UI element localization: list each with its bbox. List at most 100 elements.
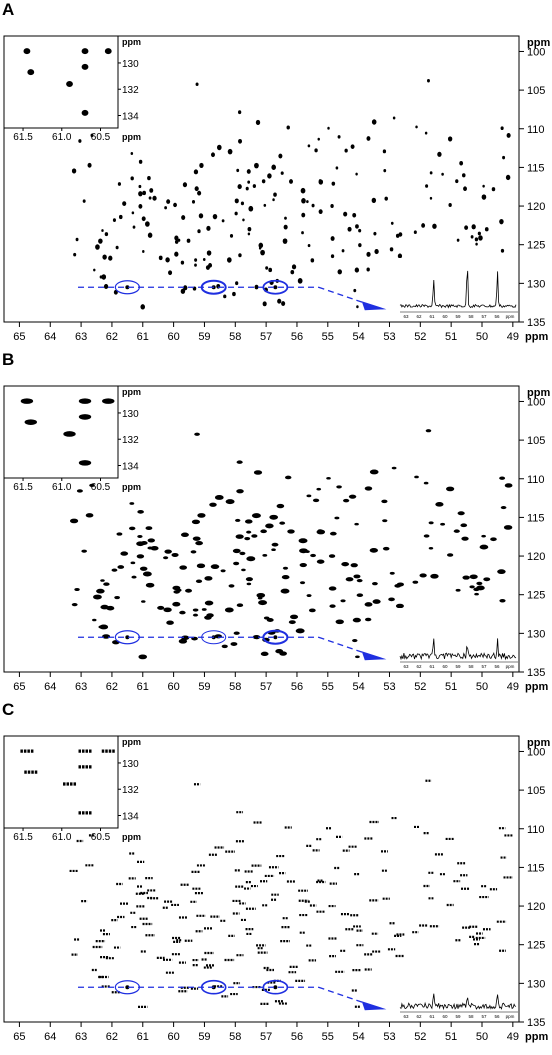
peak xyxy=(331,181,336,186)
trace-tick-label: 58 xyxy=(468,664,474,669)
peak xyxy=(172,585,181,591)
peak xyxy=(138,654,148,660)
peak xyxy=(206,250,212,256)
peak xyxy=(251,534,258,538)
peak-marker-circle xyxy=(114,630,140,645)
inset-peak xyxy=(81,63,89,70)
peak xyxy=(503,525,513,530)
peak xyxy=(260,651,269,657)
y-tick-label: 100 xyxy=(527,396,545,408)
peak xyxy=(197,190,202,196)
peak xyxy=(240,201,245,206)
y-tick-label: 105 xyxy=(527,85,545,97)
peak xyxy=(491,187,496,192)
peak xyxy=(253,470,263,475)
x-tick-label: 58 xyxy=(229,331,241,343)
x-axis-unit: ppm xyxy=(525,331,548,343)
peak xyxy=(307,243,311,248)
y-tick-label: 130 xyxy=(527,278,545,290)
peak xyxy=(397,253,403,259)
peak xyxy=(145,582,155,588)
peak xyxy=(138,159,143,164)
peak xyxy=(141,216,146,222)
peak xyxy=(307,144,311,148)
peak xyxy=(463,186,467,192)
peak xyxy=(245,577,253,582)
peak xyxy=(208,263,213,268)
peak xyxy=(130,561,136,565)
peak xyxy=(150,546,159,551)
peak xyxy=(277,298,282,304)
peak xyxy=(244,519,253,524)
trace-tick-label: 56 xyxy=(494,1014,500,1019)
peak xyxy=(301,231,304,235)
peak xyxy=(354,267,360,273)
peak xyxy=(364,486,373,491)
peak xyxy=(429,171,433,175)
peak xyxy=(198,213,204,219)
inset-peak xyxy=(20,398,34,404)
x-tick-label: 55 xyxy=(322,1031,334,1043)
peak xyxy=(223,294,227,299)
peak xyxy=(257,596,263,600)
inset-peak xyxy=(63,431,76,437)
peak xyxy=(129,502,135,505)
peak xyxy=(335,619,344,625)
peak xyxy=(173,202,177,208)
x-tick-label: 51 xyxy=(445,681,457,693)
peak xyxy=(244,536,251,541)
inset-peak xyxy=(104,48,112,55)
peak xyxy=(254,162,259,169)
peak xyxy=(390,221,394,225)
peak xyxy=(490,537,497,542)
peak xyxy=(194,263,197,267)
y-tick-label: 100 xyxy=(527,746,545,758)
peak xyxy=(476,581,483,586)
plot-frame xyxy=(3,385,520,673)
x-tick-label: 54 xyxy=(353,331,365,343)
trace-tick-label: 62 xyxy=(416,664,422,669)
x-tick-label: 53 xyxy=(383,681,395,693)
peak xyxy=(163,607,172,613)
trace-tick-label: ppm xyxy=(506,664,515,669)
peak xyxy=(247,226,252,232)
peak xyxy=(236,168,240,173)
peak xyxy=(69,518,79,524)
x-tick-label: 57 xyxy=(260,1031,272,1043)
y-tick-label: 120 xyxy=(527,551,545,563)
x-tick-label: 58 xyxy=(229,1031,241,1043)
inset-y-tick-label: 130 xyxy=(122,409,139,420)
inset-x-tick-label: 60.5 xyxy=(91,482,111,493)
peak xyxy=(192,608,199,612)
x-tick-label: 60 xyxy=(167,681,179,693)
peak xyxy=(446,486,455,492)
y-tick-label: 130 xyxy=(527,628,545,640)
peak xyxy=(233,631,240,635)
peak xyxy=(174,235,179,241)
peak xyxy=(425,429,432,433)
peak xyxy=(81,549,87,553)
x-tick-label: 60 xyxy=(167,331,179,343)
x-tick-label: 65 xyxy=(13,331,25,343)
peak xyxy=(269,514,279,520)
peak xyxy=(500,126,504,131)
arrow-head xyxy=(361,301,387,311)
inset-unit-bottom: ppm xyxy=(122,832,141,842)
peak xyxy=(137,534,143,538)
peak xyxy=(481,534,486,538)
peak xyxy=(345,577,354,582)
peak xyxy=(317,529,323,532)
peak xyxy=(372,599,381,604)
peak xyxy=(355,172,358,176)
peak xyxy=(352,212,357,218)
y-tick-label: 115 xyxy=(527,162,545,174)
peak xyxy=(247,232,251,236)
peak xyxy=(371,119,377,125)
peak xyxy=(280,588,290,594)
x-tick-label: 63 xyxy=(75,681,87,693)
x-tick-label: 60 xyxy=(167,1031,179,1043)
inset-y-tick-label: 130 xyxy=(122,59,139,70)
peak xyxy=(212,213,218,220)
peak xyxy=(262,301,267,307)
peak-marker-circle xyxy=(262,979,289,995)
